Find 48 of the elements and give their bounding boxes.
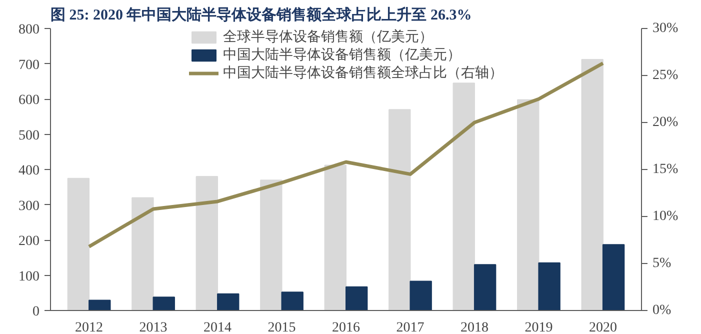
y-tick-label: 200 <box>18 234 40 249</box>
bar <box>132 197 154 310</box>
bar <box>346 286 368 310</box>
bar <box>67 178 90 310</box>
y-tick-label: 300 <box>18 198 40 214</box>
x-tick-label: 2013 <box>139 320 168 334</box>
y-tick-label: 0 <box>32 304 40 320</box>
bar <box>217 293 240 310</box>
bar <box>152 296 175 310</box>
x-tick-label: 2015 <box>268 320 296 334</box>
x-tick-label: 2016 <box>332 320 360 334</box>
y2-tick-label: 20% <box>652 115 678 130</box>
x-tick-label: 2012 <box>75 320 104 334</box>
bar <box>281 292 304 310</box>
bar <box>410 280 432 310</box>
y2-tick-label: 5% <box>652 256 672 271</box>
y-tick-label: 500 <box>18 128 40 144</box>
bar <box>474 264 496 310</box>
y-tick-label: 700 <box>18 58 40 73</box>
bar <box>581 59 604 310</box>
line-series <box>87 62 605 248</box>
y2-tick-label: 15% <box>652 162 678 177</box>
legend-label: 中国大陆半导体设备销售额（亿美元） <box>223 46 461 64</box>
bar <box>324 164 346 310</box>
x-tick-label: 2014 <box>204 320 232 334</box>
y2-tick-label: 25% <box>652 68 678 83</box>
chart-title: 图 25: 2020 年中国大陆半导体设备销售额全球占比上升至 26.3% <box>50 6 472 24</box>
bar <box>196 176 218 310</box>
y2-tick-label: 0% <box>652 303 672 318</box>
bar <box>388 109 411 310</box>
x-tick-label: 2017 <box>396 320 424 334</box>
y2-tick-label: 10% <box>652 209 678 224</box>
x-tick-label: 2018 <box>460 320 488 334</box>
y-tick-label: 600 <box>18 93 40 108</box>
legend-label: 全球半导体设备销售额（亿美元） <box>223 28 433 46</box>
y-tick-label: 100 <box>18 269 40 284</box>
y-tick-label: 400 <box>18 164 40 178</box>
bar <box>88 300 111 310</box>
x-tick-label: 2020 <box>588 320 617 334</box>
bar <box>538 262 560 310</box>
bar <box>517 99 540 310</box>
bar <box>602 244 625 310</box>
bar <box>260 180 282 310</box>
y-tick-label: 800 <box>18 22 40 38</box>
legend-label: 中国大陆半导体设备销售额全球占比（右轴） <box>223 64 503 82</box>
x-tick-label: 2019 <box>524 320 553 334</box>
bar <box>452 82 475 310</box>
y2-tick-label: 30% <box>652 21 678 36</box>
